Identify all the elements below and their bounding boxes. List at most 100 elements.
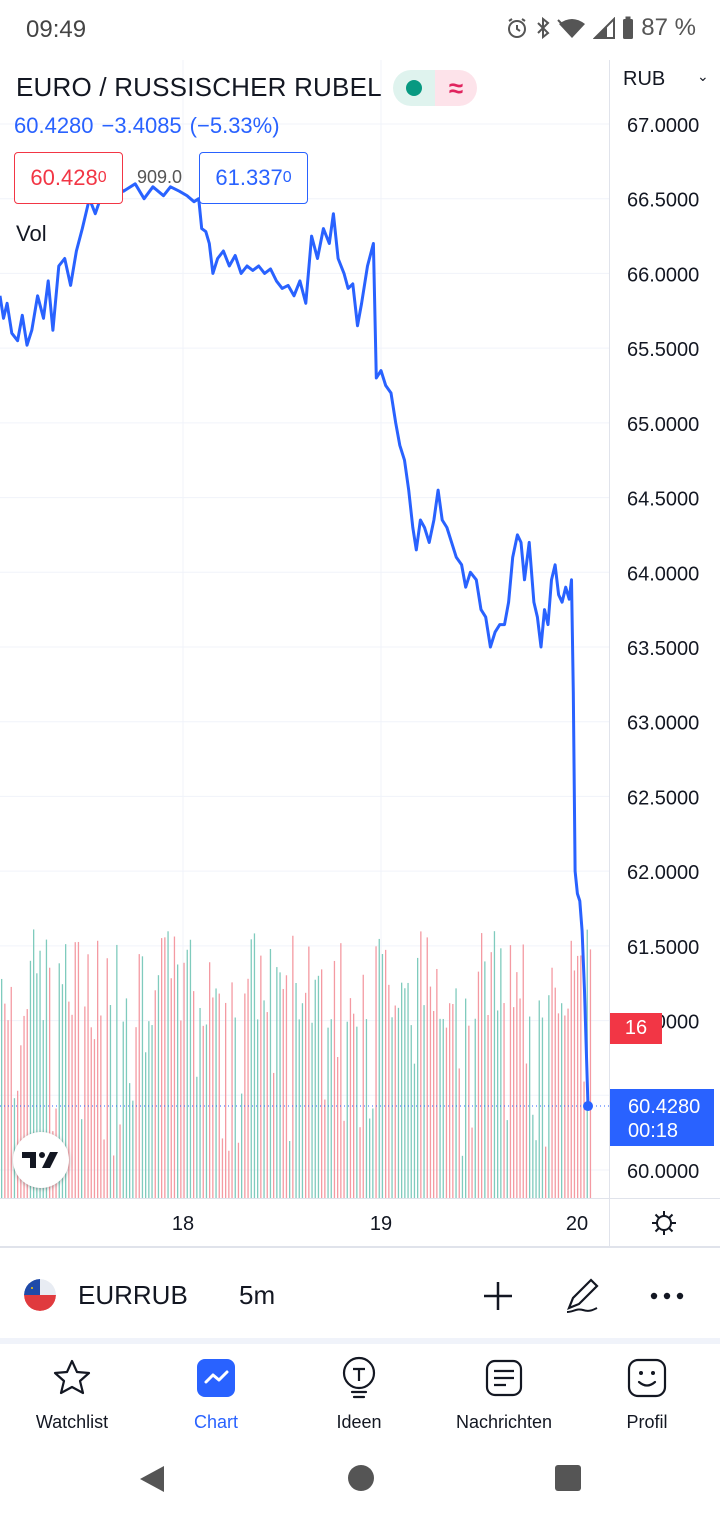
volume-bar	[49, 967, 51, 1198]
add-button[interactable]	[478, 1276, 518, 1316]
volume-bar	[23, 1015, 25, 1198]
volume-bar	[74, 942, 76, 1198]
chevron-down-icon: ⌄	[697, 68, 709, 84]
volume-bar	[538, 1000, 540, 1198]
volume-bar	[151, 1025, 153, 1198]
volume-bar	[385, 949, 387, 1198]
volume-bar	[205, 1024, 208, 1198]
volume-bar	[343, 1120, 345, 1198]
currency-selector[interactable]: RUB ⌄	[623, 68, 709, 91]
volume-bar	[263, 1000, 265, 1198]
price-tick-label: 62.5000	[627, 787, 699, 809]
sell-button[interactable]: 60.428 0	[14, 152, 123, 204]
nav-watchlist-label: Watchlist	[35, 1412, 109, 1432]
volume-bar	[490, 952, 492, 1198]
volume-bar	[301, 1003, 304, 1198]
volume-bar	[423, 1005, 425, 1198]
last-price: 60.4280	[14, 113, 94, 138]
volume-bar	[455, 988, 457, 1198]
spread-value: 909.0	[137, 167, 183, 187]
nav-chart[interactable]: Chart	[146, 1356, 286, 1433]
tradingview-logo[interactable]	[13, 1132, 69, 1188]
volume-bar	[375, 946, 377, 1198]
volume-bar	[381, 954, 384, 1198]
android-navigation-bar	[0, 1440, 720, 1520]
toolbar-symbol[interactable]: EURRUB	[78, 1280, 188, 1310]
eur-rub-flag-icon	[24, 1279, 56, 1311]
symbol-title[interactable]: EURO / RUSSISCHER RUBEL	[16, 72, 382, 102]
volume-bar	[433, 1010, 435, 1198]
recents-square-icon[interactable]	[554, 1464, 582, 1492]
market-status-pill[interactable]: ≈	[393, 70, 477, 106]
volume-bar	[253, 933, 256, 1198]
volume-bar	[573, 970, 576, 1198]
volume-bar	[445, 1027, 448, 1198]
volume-bar	[426, 937, 428, 1198]
nav-ideen[interactable]: Ideen	[289, 1356, 429, 1433]
volume-bar	[378, 938, 380, 1198]
volume-bar	[292, 935, 294, 1198]
plus-icon	[484, 1282, 512, 1310]
volume-bar	[157, 975, 160, 1198]
volume-bar	[196, 1076, 198, 1198]
volume-bar	[164, 937, 166, 1198]
volume-bar	[173, 936, 176, 1198]
price-chart[interactable]: 67.0000 66.5000 66.0000 65.5000 65.0000 64.50…	[0, 60, 720, 1246]
back-triangle-icon[interactable]	[138, 1464, 166, 1494]
toolbar-interval[interactable]: 5m	[239, 1280, 276, 1310]
volume-bar	[135, 1027, 137, 1198]
volume-bar	[317, 975, 320, 1198]
volume-bar	[20, 1045, 22, 1198]
volume-bar	[247, 978, 249, 1198]
volume-bar	[285, 975, 288, 1198]
volume-bar	[388, 984, 390, 1198]
price-tick-label: 60.0000	[627, 1161, 699, 1183]
volume-bar	[61, 984, 64, 1198]
volume-bar	[429, 986, 432, 1198]
price-tick-label: 63.0000	[627, 713, 699, 735]
volume-bar	[145, 1052, 147, 1198]
alarm-icon	[508, 18, 527, 38]
status-icons: 87 %	[505, 14, 696, 42]
volume-bar	[298, 1019, 300, 1198]
home-circle-icon[interactable]	[347, 1464, 375, 1492]
volume-bar	[529, 1016, 531, 1198]
volume-bar	[177, 964, 179, 1198]
nav-watchlist[interactable]: Watchlist	[2, 1356, 142, 1433]
change-value: −3.4085	[101, 113, 182, 138]
symbol-toolbar: EURRUB 5m	[0, 1246, 720, 1344]
volume-bar	[311, 1022, 313, 1198]
volume-bar	[77, 941, 80, 1198]
volume-bar	[509, 945, 512, 1198]
wifi-icon	[557, 19, 586, 38]
volume-bar	[221, 1138, 224, 1198]
settings-gear-icon[interactable]	[650, 1209, 678, 1237]
drawing-tools-button[interactable]	[563, 1276, 603, 1316]
market-open-indicator	[393, 70, 435, 106]
more-button[interactable]	[647, 1276, 687, 1316]
chart-area[interactable]: 67.0000 66.5000 66.0000 65.5000 65.0000 64.50…	[0, 60, 720, 1246]
nav-profil[interactable]: Profil	[577, 1356, 717, 1433]
time-axis[interactable]: 18 19 20	[0, 1198, 720, 1246]
volume-bar	[449, 1003, 451, 1198]
volume-bar	[362, 974, 364, 1198]
volume-bar	[225, 1002, 227, 1198]
nav-nachrichten[interactable]: Nachrichten	[434, 1356, 574, 1433]
status-bar: 09:49 87 %	[0, 0, 720, 60]
volume-bar	[413, 1063, 416, 1198]
volume-bar	[541, 1017, 544, 1198]
buy-button[interactable]: 61.337 0	[199, 152, 308, 204]
volume-label[interactable]: Vol	[16, 221, 47, 246]
volume-bar	[87, 954, 89, 1198]
volume-bar	[583, 1081, 585, 1198]
market-open-dot-icon	[406, 80, 422, 96]
sell-price-last-digit: 0	[97, 169, 107, 186]
volume-bar	[356, 1026, 358, 1198]
volume-bar	[500, 948, 502, 1198]
volume-bar	[570, 940, 572, 1198]
volume-bar	[132, 1100, 134, 1198]
battery-level: 87 %	[641, 14, 696, 41]
volume-bar	[36, 973, 38, 1198]
volume-bar	[471, 1127, 473, 1198]
volume-bar	[404, 988, 406, 1198]
